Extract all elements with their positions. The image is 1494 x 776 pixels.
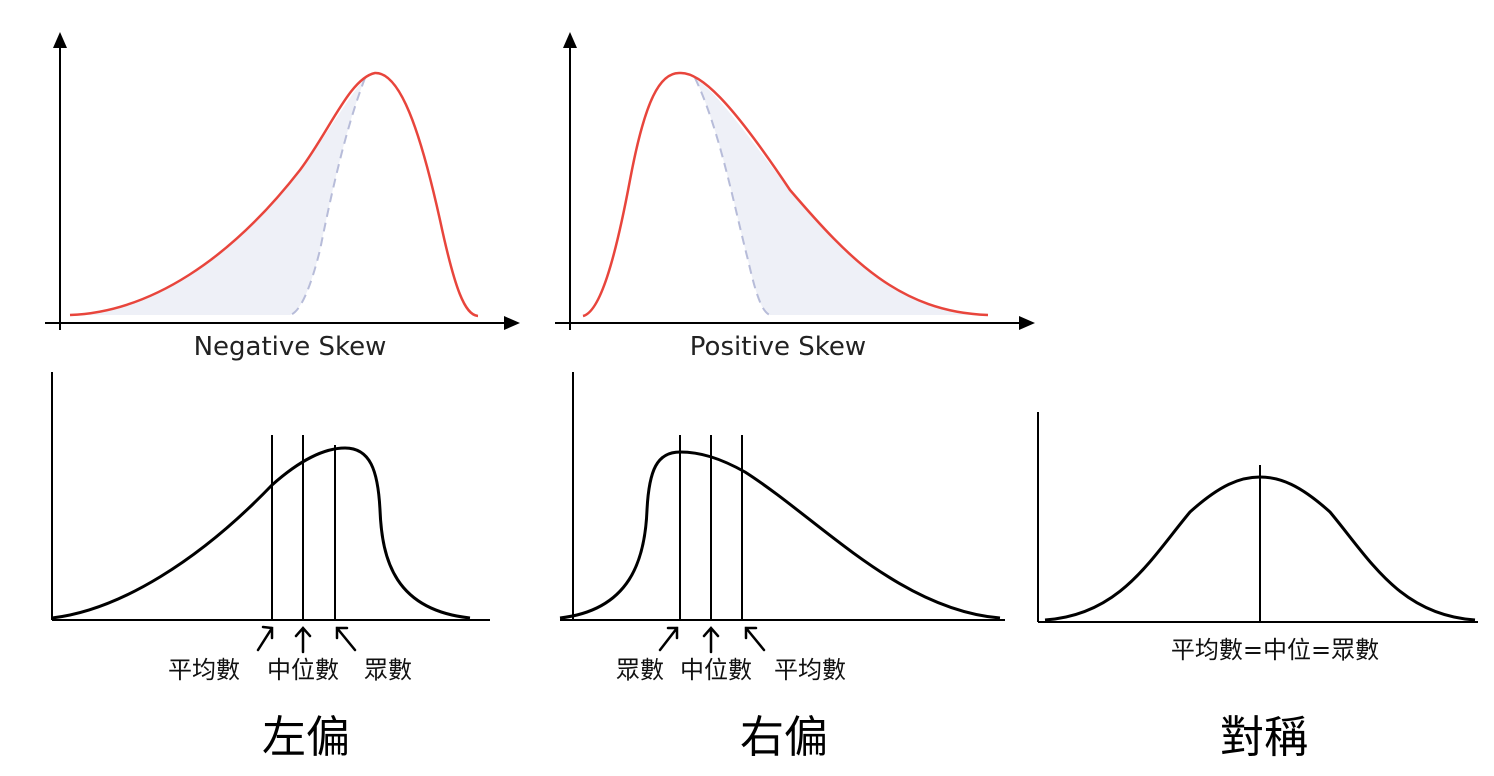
dashed-boundary bbox=[694, 77, 771, 316]
positive-skew-caption: Positive Skew bbox=[690, 332, 866, 362]
center-label: 平均數=中位=眾數 bbox=[1171, 636, 1379, 664]
density-curve bbox=[69, 71, 479, 318]
positive-skew-chart: Positive Skew bbox=[555, 32, 1035, 362]
mean-arrow bbox=[744, 626, 766, 652]
median-arrow bbox=[702, 626, 720, 654]
dashed-boundary bbox=[289, 77, 366, 316]
mode-label: 眾數 bbox=[364, 656, 412, 684]
left-skew-diagram: 平均數 中位數 眾數 左偏 bbox=[51, 372, 490, 763]
right-skew-title: 右偏 bbox=[740, 712, 828, 763]
median-arrow bbox=[294, 626, 312, 654]
shaded-region bbox=[695, 78, 988, 315]
median-label: 中位數 bbox=[680, 656, 752, 684]
symmetric-title: 對稱 bbox=[1220, 712, 1308, 763]
negative-skew-caption: Negative Skew bbox=[194, 332, 387, 362]
mean-arrow bbox=[256, 625, 274, 652]
left-skew-title: 左偏 bbox=[262, 712, 350, 763]
x-axis-arrow bbox=[1019, 316, 1035, 330]
mode-label: 眾數 bbox=[616, 656, 664, 684]
y-axis-arrow bbox=[563, 32, 577, 48]
shaded-region bbox=[70, 78, 365, 315]
negative-skew-chart: Negative Skew bbox=[45, 32, 520, 362]
mean-label: 平均數 bbox=[774, 656, 846, 684]
density-curve bbox=[582, 71, 989, 318]
x-axis-arrow bbox=[504, 316, 520, 330]
mode-arrow bbox=[658, 626, 679, 652]
y-axis-arrow bbox=[53, 32, 67, 48]
symmetric-diagram: 平均數=中位=眾數 對稱 bbox=[1037, 412, 1478, 763]
mode-arrow bbox=[335, 626, 357, 652]
mean-label: 平均數 bbox=[168, 656, 240, 684]
right-skew-diagram: 眾數 中位數 平均數 右偏 bbox=[559, 372, 1005, 763]
distribution-curve bbox=[51, 446, 471, 620]
distribution-curve bbox=[559, 450, 1001, 620]
median-label: 中位數 bbox=[267, 656, 339, 684]
